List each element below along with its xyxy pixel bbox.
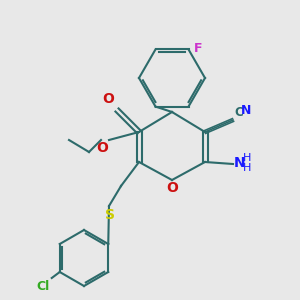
Text: C: C [234, 106, 243, 119]
Text: H: H [243, 153, 251, 163]
Text: N: N [234, 156, 246, 170]
Text: O: O [96, 141, 108, 155]
Text: O: O [102, 92, 114, 106]
Text: H: H [243, 163, 251, 173]
Text: S: S [105, 208, 115, 222]
Text: O: O [166, 181, 178, 195]
Text: N: N [241, 104, 251, 117]
Text: F: F [194, 42, 202, 55]
Text: Cl: Cl [37, 280, 50, 293]
